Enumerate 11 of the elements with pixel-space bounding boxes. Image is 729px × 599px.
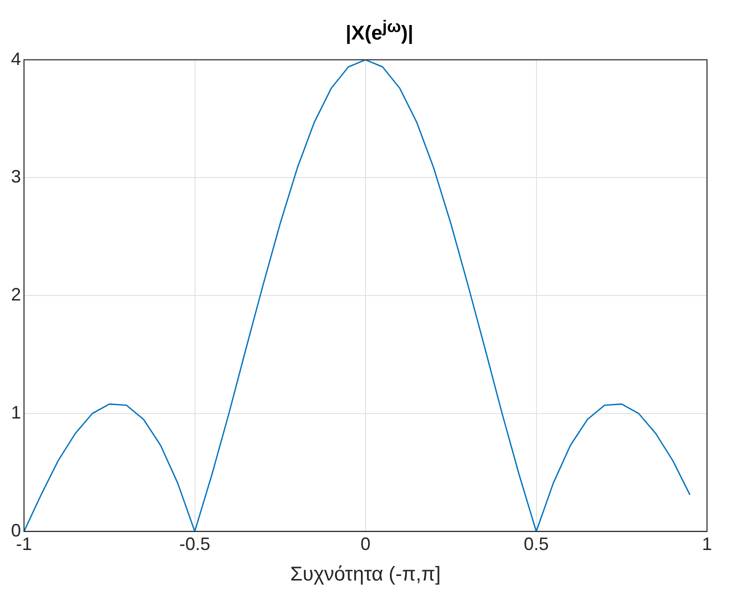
chart-title: |X(e$^{jω}$)| [344, 16, 414, 46]
x-tick-label: 1 [702, 534, 712, 554]
y-tick-label: 2 [10, 284, 22, 305]
y-tick-label: 0 [10, 520, 22, 540]
y-tick-label: 1 [10, 402, 22, 422]
x-tick-label: 0.5 [524, 534, 549, 554]
x-tick-label: 0 [360, 534, 371, 554]
y-tick-label: 4 [10, 48, 22, 69]
x-axis-title: Συχνότητα (-π,π] [290, 564, 441, 586]
y-tick-label: 3 [10, 166, 22, 187]
x-tick-label: -0.5 [179, 534, 210, 554]
